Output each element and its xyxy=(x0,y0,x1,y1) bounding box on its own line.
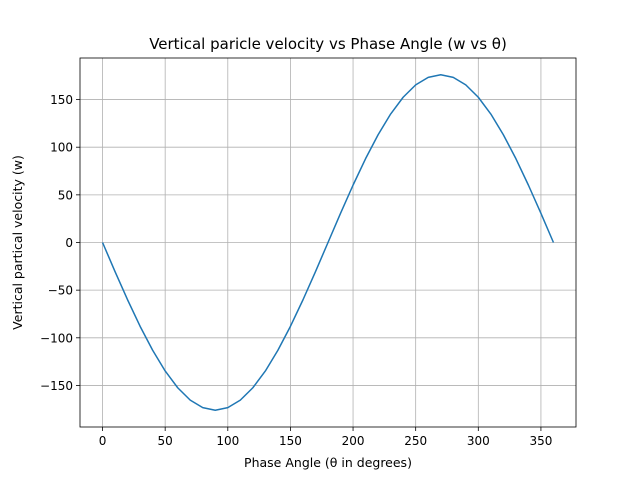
x-axis-label: Phase Angle (θ in degrees) xyxy=(244,455,412,470)
x-tick-label: 200 xyxy=(342,434,365,448)
x-tick-label: 250 xyxy=(404,434,427,448)
y-tick-label: 100 xyxy=(50,141,73,155)
ticks: 0 50 100 150 200 250 300 350 −150 −100 −50 0 50 100 15… xyxy=(40,93,552,448)
y-tick-label: −150 xyxy=(40,379,73,393)
y-tick-label: −100 xyxy=(40,331,73,345)
y-tick-label: 50 xyxy=(58,188,73,202)
x-tick-label: 350 xyxy=(529,434,552,448)
chart-title: Vertical paricle velocity vs Phase Angle… xyxy=(149,35,507,53)
x-tick-label: 300 xyxy=(467,434,490,448)
y-tick-label: 150 xyxy=(50,93,73,107)
y-tick-label: −50 xyxy=(48,284,73,298)
y-axis-label: Vertical partical velocity (w) xyxy=(10,155,25,330)
x-tick-label: 0 xyxy=(99,434,107,448)
y-tick-label: 0 xyxy=(65,236,73,250)
x-tick-label: 50 xyxy=(158,434,173,448)
grid xyxy=(80,58,576,427)
series-line xyxy=(101,74,555,411)
x-tick-label: 150 xyxy=(279,434,302,448)
x-tick-label: 100 xyxy=(216,434,239,448)
series-layer xyxy=(101,74,555,411)
